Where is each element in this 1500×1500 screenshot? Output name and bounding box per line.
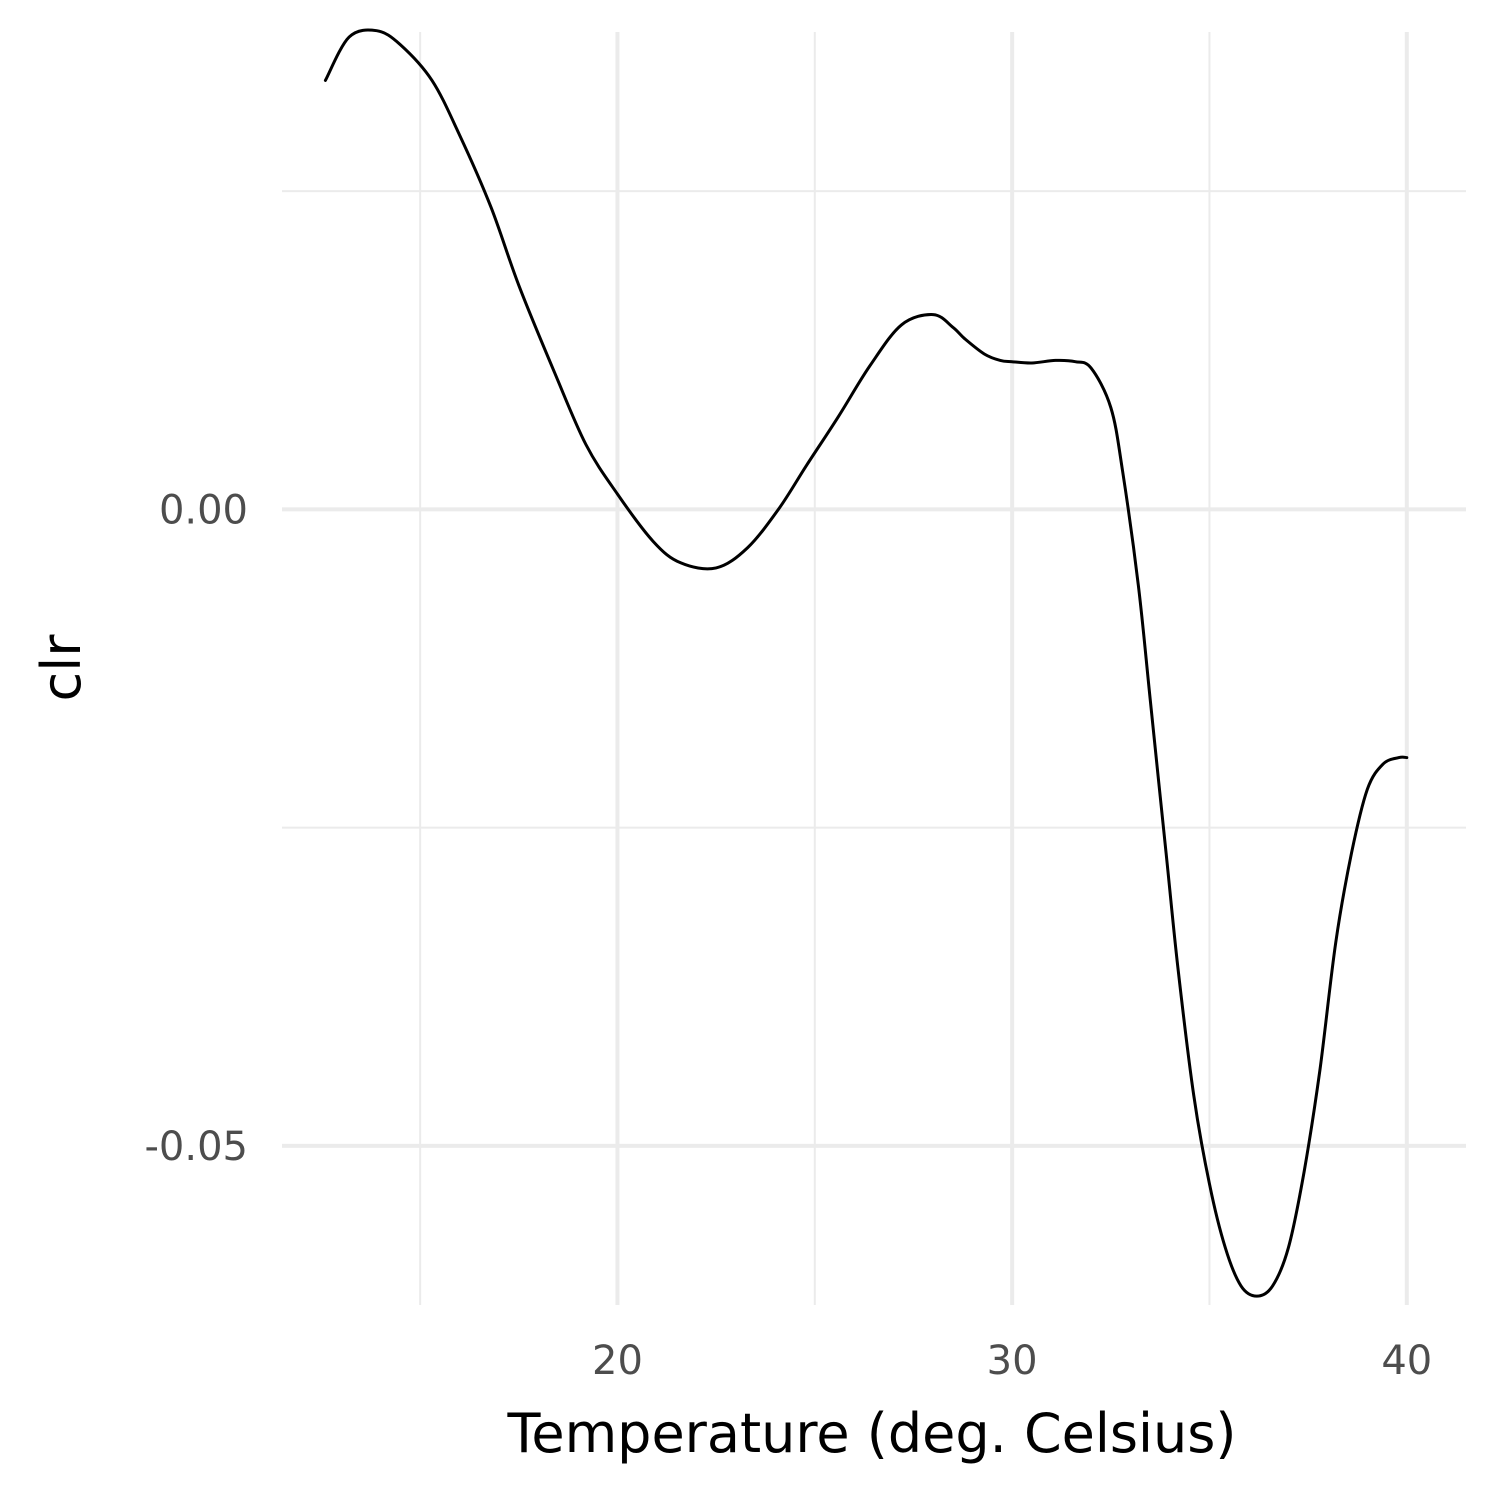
x-tick-labels: 20 30 40: [592, 1338, 1432, 1384]
x-tick-label: 20: [592, 1338, 643, 1384]
y-axis-title: clr: [30, 634, 93, 702]
series-line: [323, 28, 1409, 1298]
y-minor-gridlines: [282, 190, 1466, 829]
x-tick-label: 40: [1381, 1338, 1432, 1384]
y-tick-labels: 0.00 -0.05: [145, 487, 249, 1170]
x-tick-label: 30: [987, 1338, 1038, 1384]
x-axis-title: Temperature (deg. Celsius): [507, 1402, 1237, 1465]
y-major-gridlines: [282, 507, 1466, 1148]
y-tick-label: 0.00: [159, 487, 248, 533]
x-minor-gridlines: [419, 32, 1211, 1305]
x-major-gridlines: [615, 32, 1409, 1305]
y-tick-label: -0.05: [145, 1124, 249, 1170]
